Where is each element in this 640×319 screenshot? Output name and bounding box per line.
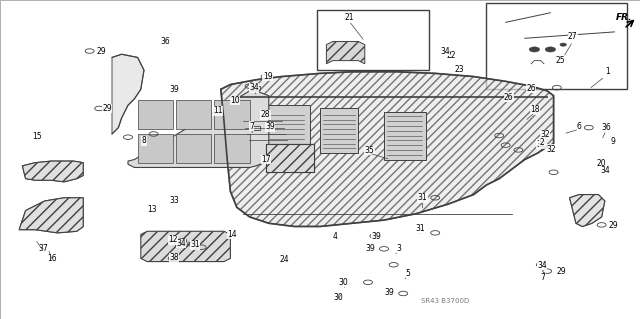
Text: 23: 23 bbox=[454, 65, 465, 74]
Text: 32: 32 bbox=[536, 140, 546, 149]
Text: 30: 30 bbox=[339, 278, 349, 287]
Text: 29: 29 bbox=[608, 221, 618, 230]
Text: 30: 30 bbox=[333, 293, 343, 302]
Bar bbox=[214, 100, 250, 129]
Polygon shape bbox=[128, 91, 269, 167]
Text: 6: 6 bbox=[577, 122, 582, 130]
Text: 20: 20 bbox=[596, 159, 607, 168]
Text: 8: 8 bbox=[141, 137, 147, 145]
Text: 31: 31 bbox=[417, 193, 428, 202]
Polygon shape bbox=[570, 195, 605, 226]
Text: 35: 35 bbox=[364, 146, 374, 155]
Text: 2: 2 bbox=[540, 138, 545, 147]
Text: 39: 39 bbox=[384, 288, 394, 297]
Circle shape bbox=[560, 43, 566, 46]
Text: 7: 7 bbox=[540, 273, 545, 282]
Text: 21: 21 bbox=[344, 13, 353, 22]
Text: 29: 29 bbox=[102, 104, 112, 113]
Polygon shape bbox=[112, 54, 144, 134]
Text: 24: 24 bbox=[280, 255, 290, 263]
Text: 12: 12 bbox=[168, 235, 177, 244]
Bar bbox=[384, 112, 426, 160]
Text: 37: 37 bbox=[38, 244, 49, 253]
Text: 31: 31 bbox=[190, 241, 200, 249]
Text: 34: 34 bbox=[600, 166, 610, 175]
Polygon shape bbox=[570, 195, 605, 226]
Text: 18: 18 bbox=[531, 105, 540, 114]
Text: 33: 33 bbox=[170, 197, 180, 205]
Text: 13: 13 bbox=[147, 205, 157, 214]
Text: 27: 27 bbox=[568, 32, 578, 41]
Text: 36: 36 bbox=[160, 37, 170, 46]
Text: 3: 3 bbox=[396, 244, 401, 253]
Text: 32: 32 bbox=[540, 130, 550, 139]
Polygon shape bbox=[266, 144, 314, 172]
Text: 4: 4 bbox=[332, 232, 337, 241]
Polygon shape bbox=[141, 231, 230, 262]
Bar bbox=[214, 134, 250, 163]
Polygon shape bbox=[221, 72, 554, 226]
Bar bbox=[138, 100, 173, 129]
Bar bbox=[176, 100, 211, 129]
Text: 39: 39 bbox=[365, 244, 375, 253]
Polygon shape bbox=[326, 41, 365, 64]
Circle shape bbox=[545, 47, 556, 52]
Text: SR43 B3700D: SR43 B3700D bbox=[420, 299, 469, 304]
Text: 34: 34 bbox=[176, 239, 186, 248]
Text: 28: 28 bbox=[261, 110, 270, 119]
Circle shape bbox=[529, 47, 540, 52]
Text: 34: 34 bbox=[537, 261, 547, 270]
Bar bbox=[138, 134, 173, 163]
Text: 32: 32 bbox=[547, 145, 557, 154]
Bar bbox=[252, 86, 260, 90]
Text: 31: 31 bbox=[415, 224, 426, 233]
Text: 26: 26 bbox=[526, 84, 536, 93]
Text: 25: 25 bbox=[555, 56, 565, 65]
Text: 34: 34 bbox=[249, 83, 259, 92]
Text: 22: 22 bbox=[447, 51, 456, 60]
Text: 15: 15 bbox=[32, 132, 42, 141]
Polygon shape bbox=[19, 198, 83, 233]
Text: 38: 38 bbox=[169, 253, 179, 262]
Bar bbox=[320, 108, 358, 153]
Text: FR.: FR. bbox=[616, 13, 632, 22]
Text: 10: 10 bbox=[230, 96, 240, 105]
Text: 5: 5 bbox=[405, 269, 410, 278]
Text: 14: 14 bbox=[227, 230, 237, 239]
Bar bbox=[252, 126, 260, 130]
Polygon shape bbox=[22, 161, 83, 182]
Polygon shape bbox=[19, 198, 83, 233]
Bar bbox=[317, 10, 429, 70]
Text: 26: 26 bbox=[504, 93, 514, 102]
Text: 34: 34 bbox=[440, 47, 450, 56]
Text: 39: 39 bbox=[265, 122, 275, 131]
Bar bbox=[486, 3, 627, 89]
Text: 1: 1 bbox=[605, 67, 611, 76]
Text: 29: 29 bbox=[556, 267, 566, 276]
Text: 39: 39 bbox=[169, 85, 179, 94]
Text: 19: 19 bbox=[262, 72, 273, 81]
Text: 39: 39 bbox=[371, 232, 381, 241]
Text: 9: 9 bbox=[611, 137, 616, 146]
Bar bbox=[266, 105, 310, 147]
Text: 17: 17 bbox=[261, 155, 271, 164]
Text: 16: 16 bbox=[47, 254, 58, 263]
Text: 7: 7 bbox=[249, 122, 254, 130]
Polygon shape bbox=[22, 161, 83, 182]
Text: 11: 11 bbox=[213, 106, 222, 115]
Text: 36: 36 bbox=[601, 123, 611, 132]
Bar bbox=[266, 144, 314, 172]
Text: 29: 29 bbox=[96, 47, 106, 56]
Bar bbox=[176, 134, 211, 163]
